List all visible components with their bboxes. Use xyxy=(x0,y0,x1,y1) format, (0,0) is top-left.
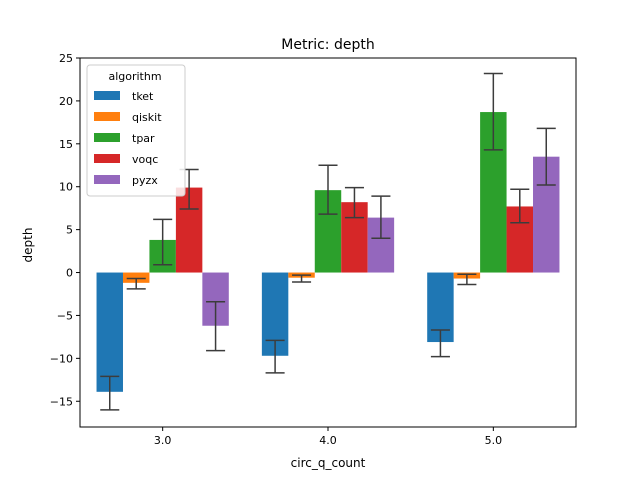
y-tick-label: 5 xyxy=(66,224,73,237)
legend-label-tpar: tpar xyxy=(132,132,155,145)
y-tick-label: 20 xyxy=(59,95,73,108)
chart-title: Metric: depth xyxy=(281,37,374,53)
bar-qiskit-3.0 xyxy=(122,272,150,283)
legend-swatch-pyzx xyxy=(94,175,120,184)
error-bars-layer xyxy=(100,72,556,411)
legend-label-qiskit: qiskit xyxy=(132,111,162,124)
y-axis-label: depth xyxy=(21,228,35,263)
x-axis-label: circ_q_count xyxy=(291,456,366,470)
legend-swatch-tket xyxy=(94,91,120,100)
bar-tket-3.0 xyxy=(96,272,123,392)
x-tick-label: 5.0 xyxy=(485,434,503,447)
y-tick-label: −5 xyxy=(57,309,73,322)
y-tick-label: −10 xyxy=(50,352,73,365)
legend-label-pyzx: pyzx xyxy=(132,174,158,187)
axes-layer: −15 −10 −5 0 5 10 15 20 25 3.0 4.0 5.0 xyxy=(50,52,577,447)
legend-title: algorithm xyxy=(108,70,161,83)
legend-swatch-tpar xyxy=(94,133,120,142)
y-tick-label: 0 xyxy=(66,267,73,280)
y-tick-label: 25 xyxy=(59,52,73,65)
legend-swatch-qiskit xyxy=(94,112,120,121)
x-tick-label: 4.0 xyxy=(319,434,337,447)
y-tick-label: 10 xyxy=(59,181,73,194)
legend-label-tket: tket xyxy=(132,90,154,103)
legend: algorithm tket qiskit tpar voqc pyzx xyxy=(86,64,186,197)
legend-swatch-voqc xyxy=(94,154,120,163)
legend-label-voqc: voqc xyxy=(132,153,158,166)
y-tick-label: 15 xyxy=(59,138,73,151)
x-tick-label: 3.0 xyxy=(154,434,172,447)
y-tick-label: −15 xyxy=(50,395,73,408)
